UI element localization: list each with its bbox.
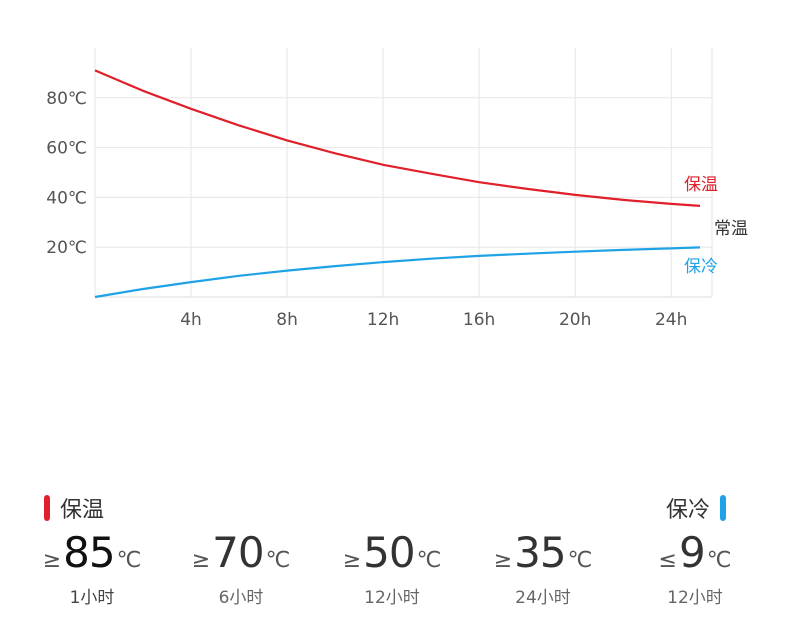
stat-unit: ℃ bbox=[706, 548, 732, 573]
stat-comparator: ≥ bbox=[342, 548, 362, 573]
stat-duration: 24小时 bbox=[515, 588, 571, 608]
y-tick-label: 60℃ bbox=[46, 139, 87, 159]
stat-6h: ≥ 70 ℃ 6小时 bbox=[166, 528, 316, 608]
stat-cold-12h: ≤ 9 ℃ 12小时 bbox=[620, 528, 770, 608]
stat-24h: ≥ 35 ℃ 24小时 bbox=[468, 528, 618, 608]
legend-keep-cold-label: 保冷 bbox=[665, 498, 710, 523]
stat-comparator: ≤ bbox=[658, 548, 677, 573]
stat-value: 70 bbox=[212, 528, 264, 577]
chart-series bbox=[94, 69, 701, 299]
chart-ticks: 4h 8h 12h 16h 20h 24h 20℃ 40℃ 60℃ 80℃ bbox=[46, 89, 687, 330]
x-tick-label: 8h bbox=[276, 310, 298, 330]
x-tick-label: 20h bbox=[559, 310, 591, 330]
stat-unit: ℃ bbox=[567, 548, 593, 573]
stat-unit: ℃ bbox=[416, 548, 442, 573]
series-line-keep-warm bbox=[94, 69, 701, 207]
stat-comparator: ≥ bbox=[42, 548, 62, 573]
y-tick-label: 20℃ bbox=[46, 238, 87, 258]
series-label-keep-warm: 保温 bbox=[684, 175, 718, 195]
y-tick-label: 80℃ bbox=[46, 89, 87, 109]
series-label-keep-cold: 保冷 bbox=[684, 257, 718, 277]
x-tick-label: 16h bbox=[463, 310, 495, 330]
stat-duration: 6小时 bbox=[218, 588, 264, 608]
stat-1h: ≥ 85 ℃ 1小时 bbox=[17, 528, 167, 608]
stat-value: 35 bbox=[514, 528, 566, 577]
stat-duration: 12小时 bbox=[667, 588, 723, 608]
legend-keep-warm-label: 保温 bbox=[60, 498, 105, 523]
stat-unit: ℃ bbox=[265, 548, 291, 573]
stat-value: 9 bbox=[678, 528, 706, 577]
legend-swatch-blue bbox=[720, 495, 726, 521]
legend-swatch-red bbox=[44, 495, 50, 521]
stat-unit: ℃ bbox=[116, 548, 142, 573]
series-line-keep-cold bbox=[94, 246, 701, 299]
x-tick-label: 24h bbox=[655, 310, 687, 330]
stat-value: 85 bbox=[63, 528, 115, 577]
ambient-label: 常温 bbox=[714, 219, 748, 239]
stat-duration: 12小时 bbox=[364, 588, 420, 608]
stat-comparator: ≥ bbox=[191, 548, 211, 573]
stat-comparator: ≥ bbox=[493, 548, 513, 573]
x-tick-label: 12h bbox=[367, 310, 399, 330]
stat-duration: 1小时 bbox=[69, 588, 115, 608]
legend-keep-warm: 保温 bbox=[44, 492, 104, 524]
y-tick-label: 40℃ bbox=[46, 188, 87, 208]
stat-value: 50 bbox=[363, 528, 415, 577]
x-tick-label: 4h bbox=[180, 310, 202, 330]
legend-keep-cold: 保冷 bbox=[666, 492, 726, 524]
stat-12h: ≥ 50 ℃ 12小时 bbox=[317, 528, 467, 608]
